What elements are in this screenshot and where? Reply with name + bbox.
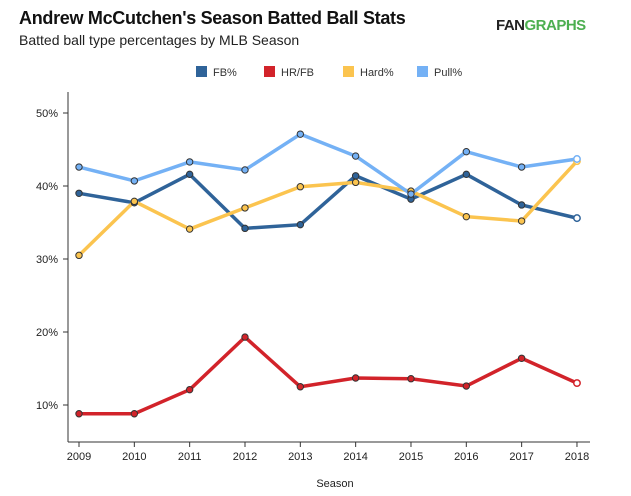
series-line-hard	[77, 159, 579, 257]
data-point	[517, 201, 526, 209]
x-tick-label: 2017	[509, 451, 533, 463]
data-point	[75, 410, 83, 418]
data-point	[517, 217, 526, 225]
data-point	[351, 152, 360, 160]
legend-swatch-pull	[417, 66, 428, 77]
x-tick-label: 2015	[399, 451, 423, 463]
data-point	[75, 251, 83, 260]
data-point	[407, 190, 415, 198]
data-point	[130, 410, 139, 418]
data-point	[130, 177, 139, 185]
data-point	[130, 197, 139, 206]
y-tick-label: 50%	[36, 108, 58, 120]
legend-swatch-hrfb	[264, 66, 275, 77]
data-point	[573, 155, 581, 163]
x-axis-label: Season	[316, 478, 353, 490]
x-tick-label: 2014	[343, 451, 367, 463]
chart-title: Andrew McCutchen's Season Batted Ball St…	[19, 8, 406, 28]
data-point	[296, 183, 305, 191]
x-tick-label: 2010	[122, 451, 146, 463]
data-point	[517, 354, 526, 362]
chart-subtitle: Batted ball type percentages by MLB Seas…	[19, 32, 300, 48]
data-point	[462, 147, 471, 156]
data-point	[462, 212, 471, 221]
x-tick-label: 2016	[454, 451, 478, 463]
x-tick-label: 2013	[288, 451, 312, 463]
y-tick-label: 40%	[36, 181, 58, 193]
logo-prefix: FAN	[496, 17, 525, 34]
series-line-hrfb	[79, 335, 578, 416]
data-point	[296, 220, 305, 229]
data-point	[407, 375, 415, 383]
legend-swatch-hard	[343, 66, 354, 77]
data-point	[573, 379, 581, 388]
data-point	[75, 189, 83, 198]
data-point	[351, 178, 360, 187]
data-point	[296, 130, 305, 138]
data-point	[241, 204, 249, 212]
data-point	[75, 163, 83, 171]
legend-label: Pull%	[434, 67, 462, 79]
y-tick-label: 30%	[36, 254, 58, 266]
x-tick-label: 2009	[67, 451, 91, 463]
data-point	[517, 163, 526, 171]
data-point	[241, 333, 249, 341]
series-line-fb	[78, 172, 578, 231]
x-tick-label: 2012	[233, 451, 257, 463]
logo-suffix: GRAPHS	[524, 17, 587, 34]
data-point	[185, 158, 194, 166]
legend-label: HR/FB	[281, 67, 314, 79]
data-point	[351, 172, 360, 180]
data-point	[241, 224, 249, 233]
fangraphs-logo: FANGRAPHS	[496, 17, 586, 34]
x-tick-label: 2011	[178, 451, 202, 463]
y-tick-label: 20%	[36, 327, 58, 339]
y-tick-label: 10%	[36, 400, 58, 412]
data-point	[241, 166, 249, 174]
data-point	[185, 385, 194, 394]
data-point	[296, 383, 305, 391]
series-line-pull	[78, 132, 578, 196]
data-point	[185, 170, 194, 179]
data-point	[185, 225, 194, 233]
data-point	[462, 382, 471, 390]
legend-label: Hard%	[360, 67, 394, 79]
data-point	[351, 374, 360, 382]
legend-label: FB%	[213, 67, 237, 79]
data-point	[573, 214, 581, 223]
data-point	[462, 170, 471, 179]
legend-swatch-fb	[196, 66, 207, 77]
x-tick-label: 2018	[565, 451, 589, 463]
